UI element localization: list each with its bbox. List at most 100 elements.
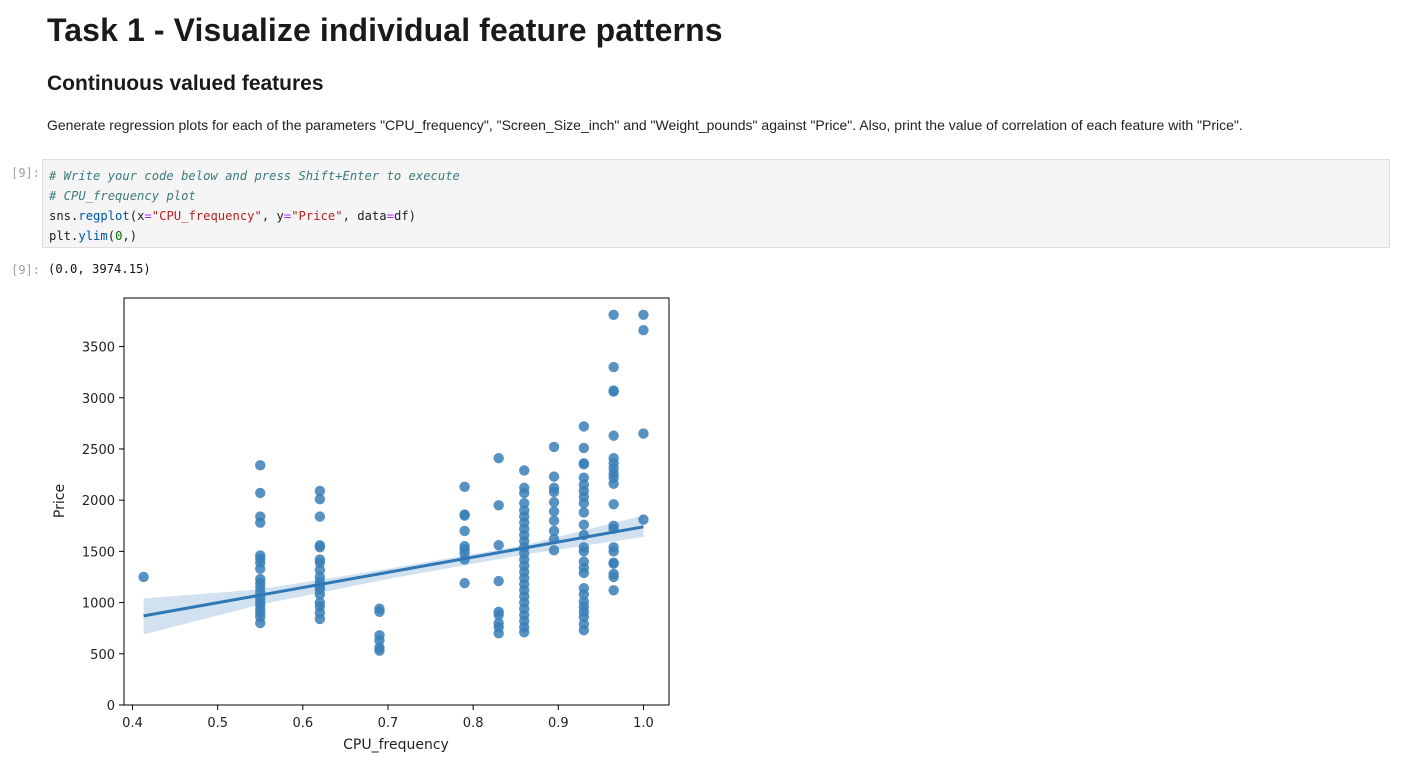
code-token: , y — [261, 209, 284, 223]
data-point — [374, 635, 385, 646]
data-point — [459, 577, 470, 589]
code-token: , data — [342, 209, 387, 223]
task-instructions: Generate regression plots for each of th… — [47, 117, 1243, 133]
y-tick-label: 3000 — [82, 392, 115, 407]
scatter-points-group — [138, 309, 649, 656]
y-axis-label: Price — [52, 484, 68, 518]
data-point — [519, 487, 530, 499]
y-tick-label: 0 — [107, 699, 115, 714]
confidence-band — [143, 515, 644, 635]
y-tick-label: 2000 — [82, 494, 115, 509]
data-point — [314, 493, 326, 505]
data-point — [314, 485, 326, 497]
data-point — [608, 571, 619, 583]
code-token: sns. — [49, 209, 79, 223]
data-point — [493, 500, 504, 511]
data-point — [459, 510, 470, 521]
regression-plot: 0.4 0.5 0.6 0.7 0.8 0.9 1.0 0 500 1000 1500 2000 25… — [52, 297, 670, 753]
data-point — [255, 460, 266, 471]
data-point — [493, 452, 504, 464]
data-point — [578, 546, 590, 557]
data-point — [548, 506, 560, 517]
code-line-2: # CPU_frequency plot — [49, 186, 1389, 206]
output-text: (0.0, 3974.15) — [48, 262, 151, 276]
y-tick-label: 500 — [90, 648, 115, 663]
data-point — [578, 507, 590, 518]
input-prompt: [9]: — [11, 166, 40, 180]
data-point — [548, 471, 560, 482]
data-point — [608, 499, 619, 510]
data-point — [578, 498, 590, 509]
x-tick-label: 1.0 — [633, 716, 654, 731]
data-point — [459, 481, 470, 493]
regression-line — [143, 525, 644, 618]
x-tick-label: 0.6 — [292, 716, 313, 731]
data-point — [374, 606, 385, 618]
data-point — [578, 589, 590, 600]
code-token: plt. — [49, 229, 79, 243]
data-point — [638, 309, 649, 321]
data-point — [638, 428, 649, 439]
section-subtitle: Continuous valued features — [47, 72, 324, 95]
code-comment: # Write your code below and press Shift+… — [49, 169, 460, 183]
data-point — [314, 511, 326, 522]
data-point — [578, 625, 590, 636]
data-point — [138, 571, 149, 583]
data-point — [578, 567, 590, 579]
data-point — [459, 525, 470, 537]
data-point — [255, 517, 266, 528]
x-axis-ticks: 0.4 0.5 0.6 0.7 0.8 0.9 1.0 — [122, 705, 654, 731]
data-point — [578, 611, 590, 623]
data-point — [608, 386, 619, 397]
y-tick-label: 1000 — [82, 597, 115, 612]
y-tick-label: 1500 — [82, 545, 115, 560]
data-point — [578, 459, 590, 470]
data-point — [493, 628, 504, 639]
code-token: df) — [393, 209, 416, 223]
code-token: ( — [107, 229, 116, 243]
data-point — [608, 309, 619, 321]
x-tick-label: 0.7 — [378, 716, 399, 731]
code-token: ylim — [78, 229, 108, 243]
data-point — [578, 421, 590, 432]
data-point — [519, 627, 530, 638]
data-point — [548, 515, 560, 526]
data-point — [493, 540, 504, 551]
code-token: = — [283, 209, 292, 223]
data-point — [638, 514, 649, 525]
regression-line-group — [143, 525, 644, 618]
code-token: regplot — [78, 209, 130, 223]
y-tick-label: 3500 — [82, 341, 115, 356]
data-point — [519, 465, 530, 476]
code-token: "CPU_frequency" — [151, 209, 262, 223]
data-point — [548, 441, 560, 453]
code-cell-editor[interactable]: # Write your code below and press Shift+… — [42, 159, 1390, 248]
data-point — [255, 617, 266, 629]
data-point — [608, 585, 619, 596]
x-tick-label: 0.8 — [463, 716, 484, 731]
data-point — [314, 557, 326, 568]
confidence-band-group — [143, 515, 644, 635]
x-tick-label: 0.5 — [207, 716, 228, 731]
page-title: Task 1 - Visualize individual feature pa… — [47, 12, 723, 48]
data-point — [578, 519, 590, 530]
code-token: (x — [129, 209, 145, 223]
x-tick-label: 0.9 — [548, 716, 569, 731]
data-point — [608, 478, 619, 489]
x-axis-label: CPU_frequency — [343, 737, 449, 753]
data-point — [608, 430, 619, 441]
code-line-1: # Write your code below and press Shift+… — [49, 166, 1389, 186]
data-point — [578, 442, 590, 454]
y-tick-label: 2500 — [82, 443, 115, 458]
code-token: ,) — [122, 229, 138, 243]
data-point — [314, 564, 326, 576]
data-point — [519, 498, 530, 509]
data-point — [548, 497, 560, 508]
output-prompt: [9]: — [11, 263, 40, 277]
code-token: = — [144, 209, 152, 223]
data-point — [608, 558, 619, 569]
data-point — [314, 542, 326, 553]
code-token: = — [386, 209, 394, 223]
data-point — [608, 546, 619, 557]
data-point — [493, 575, 504, 587]
